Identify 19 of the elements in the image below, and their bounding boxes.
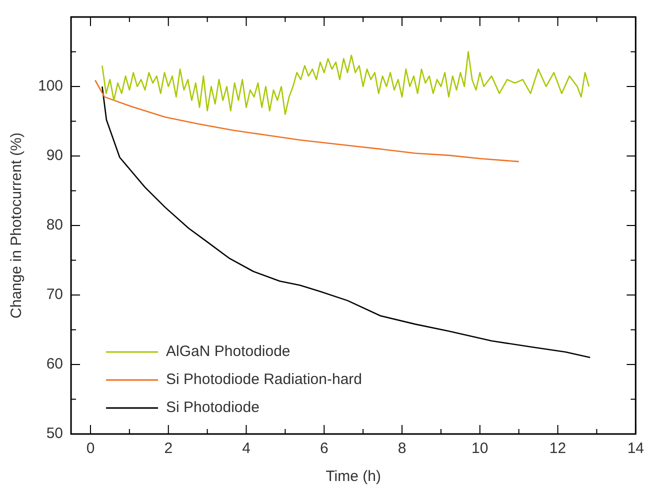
legend-label: Si Photodiode Radiation-hard	[166, 371, 362, 388]
x-tick-label: 8	[398, 440, 406, 458]
y-tick-label: 60	[46, 356, 64, 373]
x-tick-label: 6	[320, 440, 328, 458]
x-tick-label: 12	[549, 440, 566, 458]
y-tick-label: 90	[46, 147, 64, 164]
y-tick-label: 70	[46, 286, 64, 304]
y-tick-label: 100	[38, 78, 64, 95]
x-tick-label: 10	[472, 440, 488, 458]
x-tick-label: 14	[627, 440, 644, 458]
y-tick-label: 50	[46, 425, 64, 442]
x-tick-label: 2	[164, 440, 173, 458]
x-axis-title: Time (h)	[326, 468, 381, 486]
x-tick-label: 0	[86, 440, 95, 458]
legend-label: AlGaN Photodiode	[166, 343, 290, 360]
x-tick-label: 4	[242, 440, 250, 458]
y-axis-title: Change in Photocurrent (%)	[8, 132, 26, 318]
legend-label: Si Photodiode	[166, 399, 260, 416]
y-tick-label: 80	[46, 216, 64, 234]
